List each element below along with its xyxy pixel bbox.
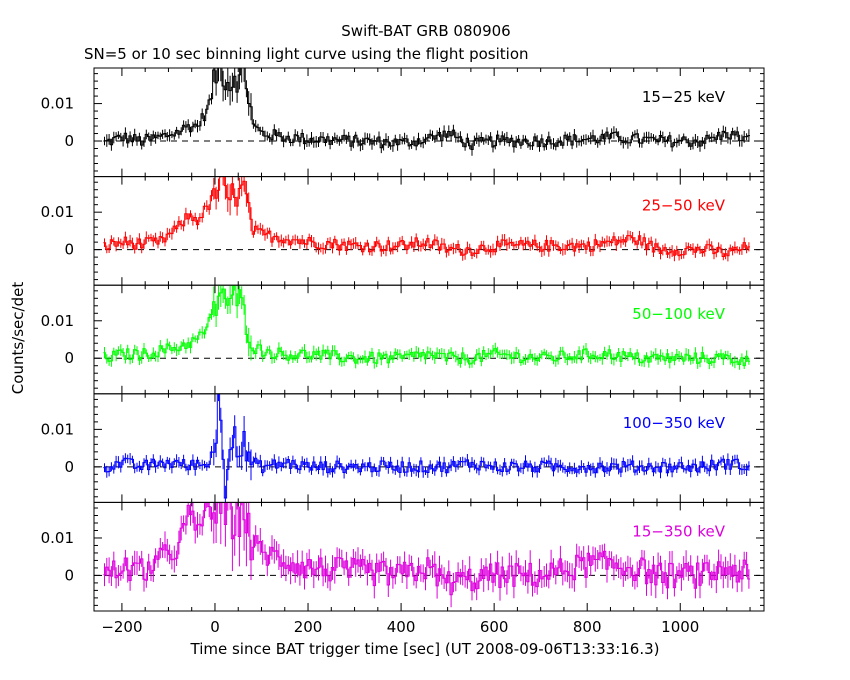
panel-frame bbox=[93, 284, 765, 395]
y-tick-label: 0.01 bbox=[41, 203, 74, 221]
panel-frame bbox=[93, 67, 765, 178]
panel-5: 0 0.01 15−350 keV bbox=[41, 501, 765, 612]
panel-frame bbox=[93, 176, 765, 286]
band-label: 15−350 keV bbox=[632, 522, 725, 540]
panel-3: 0 0.01 50−100 keV bbox=[41, 284, 765, 395]
error-bars bbox=[104, 393, 750, 503]
panel-1: 0 0.01 15−25 keV bbox=[41, 67, 765, 178]
light-curve-3 bbox=[103, 285, 750, 370]
error-bars bbox=[104, 502, 750, 608]
x-tick-label: 800 bbox=[573, 618, 602, 636]
y-tick-label: 0.01 bbox=[41, 420, 74, 438]
light-curve-4 bbox=[103, 393, 750, 503]
y-tick-label: 0.01 bbox=[41, 529, 74, 547]
panel-frame bbox=[93, 393, 765, 503]
light-curve-2 bbox=[103, 176, 750, 262]
x-tick-label: 600 bbox=[480, 618, 509, 636]
x-tick-labels: −200 0 200 400 600 800 1000 bbox=[101, 618, 699, 636]
y-tick-label: 0.01 bbox=[41, 95, 74, 113]
light-curve-5 bbox=[103, 502, 750, 608]
panel-2: 0 0.01 25−50 keV bbox=[41, 176, 765, 286]
series-line bbox=[103, 393, 750, 499]
series-line bbox=[103, 176, 750, 257]
error-bars bbox=[104, 68, 750, 156]
series-line bbox=[103, 285, 750, 367]
y-tick-label: 0 bbox=[64, 132, 74, 150]
chart-subtitle: SN=5 or 10 sec binning light curve using… bbox=[84, 45, 529, 63]
x-tick-label: 200 bbox=[294, 618, 323, 636]
band-label: 100−350 keV bbox=[623, 414, 726, 432]
y-axis-label: Counts/sec/det bbox=[9, 282, 27, 395]
x-tick-label: −200 bbox=[101, 618, 142, 636]
y-tick-label: 0 bbox=[64, 458, 74, 476]
y-tick-label: 0 bbox=[64, 241, 74, 259]
x-tick-label: 1000 bbox=[661, 618, 699, 636]
light-curve-1 bbox=[103, 68, 750, 156]
x-axis-label: Time since BAT trigger time [sec] (UT 20… bbox=[190, 640, 660, 658]
y-tick-label: 0.01 bbox=[41, 312, 74, 330]
x-tick-label: 400 bbox=[387, 618, 416, 636]
panels: 0 0.01 15−25 keV 0 0.01 25−50 keV 0 0.01 50−100 … bbox=[41, 67, 765, 612]
panel-frame bbox=[93, 501, 765, 612]
band-label: 15−25 keV bbox=[642, 88, 726, 106]
y-tick-label: 0 bbox=[64, 566, 74, 584]
band-label: 50−100 keV bbox=[632, 305, 725, 323]
panel-4: 0 0.01 100−350 keV bbox=[41, 393, 765, 503]
series-line bbox=[103, 68, 750, 150]
chart-title: Swift-BAT GRB 080906 bbox=[341, 22, 510, 40]
series-line bbox=[103, 502, 750, 596]
band-label: 25−50 keV bbox=[642, 197, 726, 215]
y-tick-label: 0 bbox=[64, 349, 74, 367]
x-tick-label: 0 bbox=[210, 618, 220, 636]
